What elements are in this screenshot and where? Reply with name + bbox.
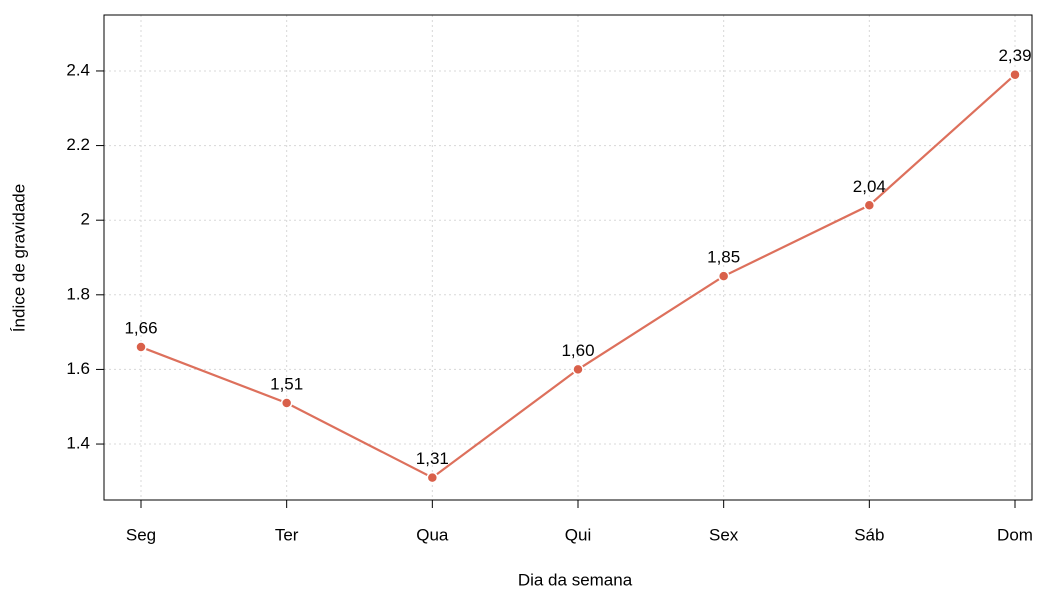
plot-frame	[103, 14, 1033, 501]
y-axis-label: Índice de gravidade	[9, 184, 28, 332]
x-tick-label: Ter	[275, 525, 299, 544]
x-tick-label: Seg	[126, 525, 156, 544]
y-tick-label: 1.6	[66, 359, 90, 378]
x-tick-label: Sex	[709, 525, 739, 544]
data-label: 1,31	[416, 449, 449, 468]
point	[426, 471, 439, 484]
data-label: 2,04	[853, 177, 886, 196]
x-axis-label: Dia da semana	[518, 570, 633, 589]
y-tick-label: 2	[81, 210, 90, 229]
data-label: 1,51	[270, 374, 303, 393]
point	[1009, 68, 1021, 81]
y-tick-label: 2.4	[66, 60, 90, 79]
point	[717, 270, 730, 282]
data-label: 1,60	[561, 341, 594, 360]
y-tick-label: 1.8	[66, 284, 90, 303]
point	[135, 341, 147, 353]
point	[572, 363, 584, 376]
x-tick-label: Qui	[565, 525, 591, 544]
y-tick-label: 1.4	[66, 434, 90, 453]
x-tick-label: Dom	[997, 525, 1033, 544]
data-label: 1,85	[707, 248, 740, 267]
data-label: 1,66	[124, 319, 157, 338]
x-tick-label: Qua	[416, 525, 449, 544]
data-label: 2,39	[998, 46, 1031, 65]
point	[280, 397, 293, 409]
y-tick-label: 2.2	[66, 135, 90, 154]
point	[863, 199, 876, 212]
x-tick-label: Sáb	[854, 525, 884, 544]
